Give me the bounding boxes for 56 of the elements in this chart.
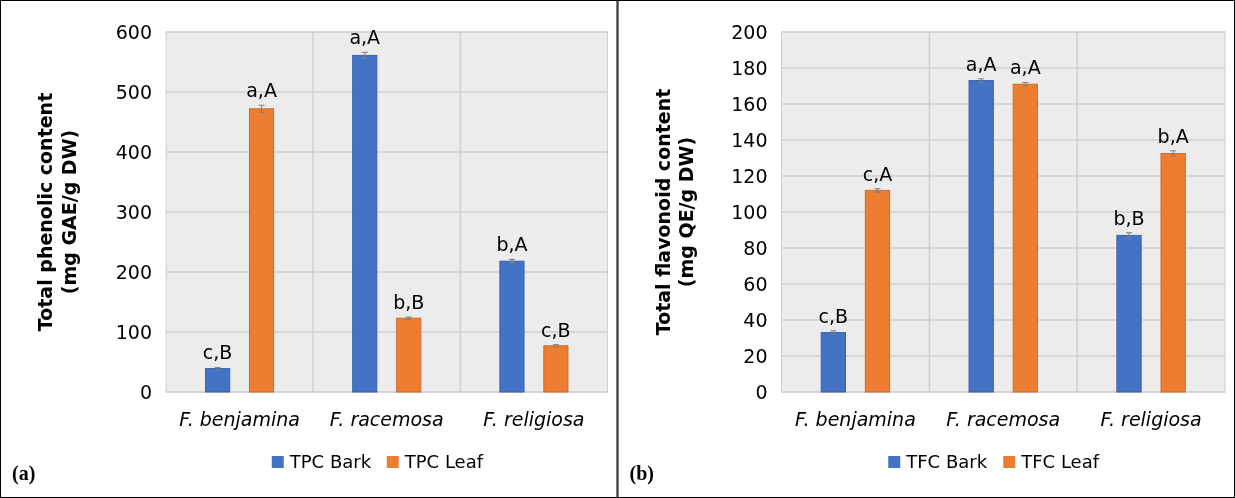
bar bbox=[864, 189, 891, 393]
y-tick-label: 160 bbox=[731, 92, 768, 115]
y-tick-label: 200 bbox=[731, 20, 768, 43]
y-tick-label: 100 bbox=[115, 320, 152, 343]
annotation: c,B bbox=[541, 318, 571, 341]
bar bbox=[1116, 234, 1142, 393]
bar bbox=[820, 332, 846, 393]
y-tick-label: 400 bbox=[115, 140, 152, 163]
annotation: a,A bbox=[1009, 56, 1041, 79]
annotation: a,A bbox=[246, 79, 277, 102]
x-tick-label: F. religiosa bbox=[1100, 408, 1202, 430]
bar bbox=[499, 260, 525, 393]
bar bbox=[1012, 83, 1038, 393]
x-tick-label: F. religiosa bbox=[483, 408, 585, 430]
bar bbox=[968, 80, 994, 393]
y-axis-title: Total flavonoid content (mg QE/g DW) bbox=[651, 88, 698, 336]
y-tick-label: 600 bbox=[115, 20, 152, 43]
y-tick-label: 500 bbox=[115, 80, 152, 103]
x-tick-label: F. benjamina bbox=[179, 408, 300, 430]
y-tick-label: 300 bbox=[115, 200, 152, 223]
annotation: a,A bbox=[349, 26, 381, 49]
y-tick-label: 140 bbox=[731, 128, 768, 151]
annotation: b,A bbox=[496, 233, 528, 256]
x-tick-label: F. benjamina bbox=[795, 408, 916, 430]
legend-label: TPC Leaf bbox=[403, 451, 484, 472]
y-tick-label: 200 bbox=[115, 260, 152, 283]
x-tick-label: F. racemosa bbox=[329, 408, 444, 430]
bar bbox=[205, 368, 231, 393]
annotation: c,B bbox=[818, 304, 849, 327]
annotation: a,A bbox=[965, 52, 997, 75]
bar bbox=[543, 345, 569, 393]
y-tick-label: 20 bbox=[743, 344, 768, 367]
annotation: c,B bbox=[202, 341, 233, 364]
annotation: b,B bbox=[393, 291, 425, 313]
annotation: c,A bbox=[862, 162, 893, 185]
legend-label: TFC Leaf bbox=[1020, 451, 1100, 472]
y-tick-label: 120 bbox=[731, 164, 768, 187]
y-tick-label: 80 bbox=[743, 236, 768, 259]
y-axis-title: Total phenolic content (mg GAE/g DW) bbox=[34, 92, 80, 332]
text: (b) bbox=[629, 462, 654, 485]
y-tick-label: 180 bbox=[731, 56, 768, 79]
y-tick-label: 60 bbox=[743, 272, 768, 295]
y-tick-label: 100 bbox=[731, 200, 768, 223]
y-tick-label: 40 bbox=[743, 308, 768, 331]
x-tick-label: F. racemosa bbox=[946, 408, 1061, 430]
text: (a) bbox=[12, 462, 36, 485]
legend-label: TFC Bark bbox=[905, 451, 988, 472]
y-tick-label: 0 bbox=[755, 380, 768, 403]
bar bbox=[1160, 153, 1186, 393]
legend-label: TPC Bark bbox=[288, 451, 372, 472]
annotation: b,B bbox=[1113, 206, 1145, 229]
bar bbox=[396, 317, 422, 393]
annotation: b,A bbox=[1157, 124, 1189, 147]
y-tick-label: 0 bbox=[139, 380, 152, 403]
bar bbox=[248, 108, 275, 393]
bar bbox=[352, 54, 378, 393]
